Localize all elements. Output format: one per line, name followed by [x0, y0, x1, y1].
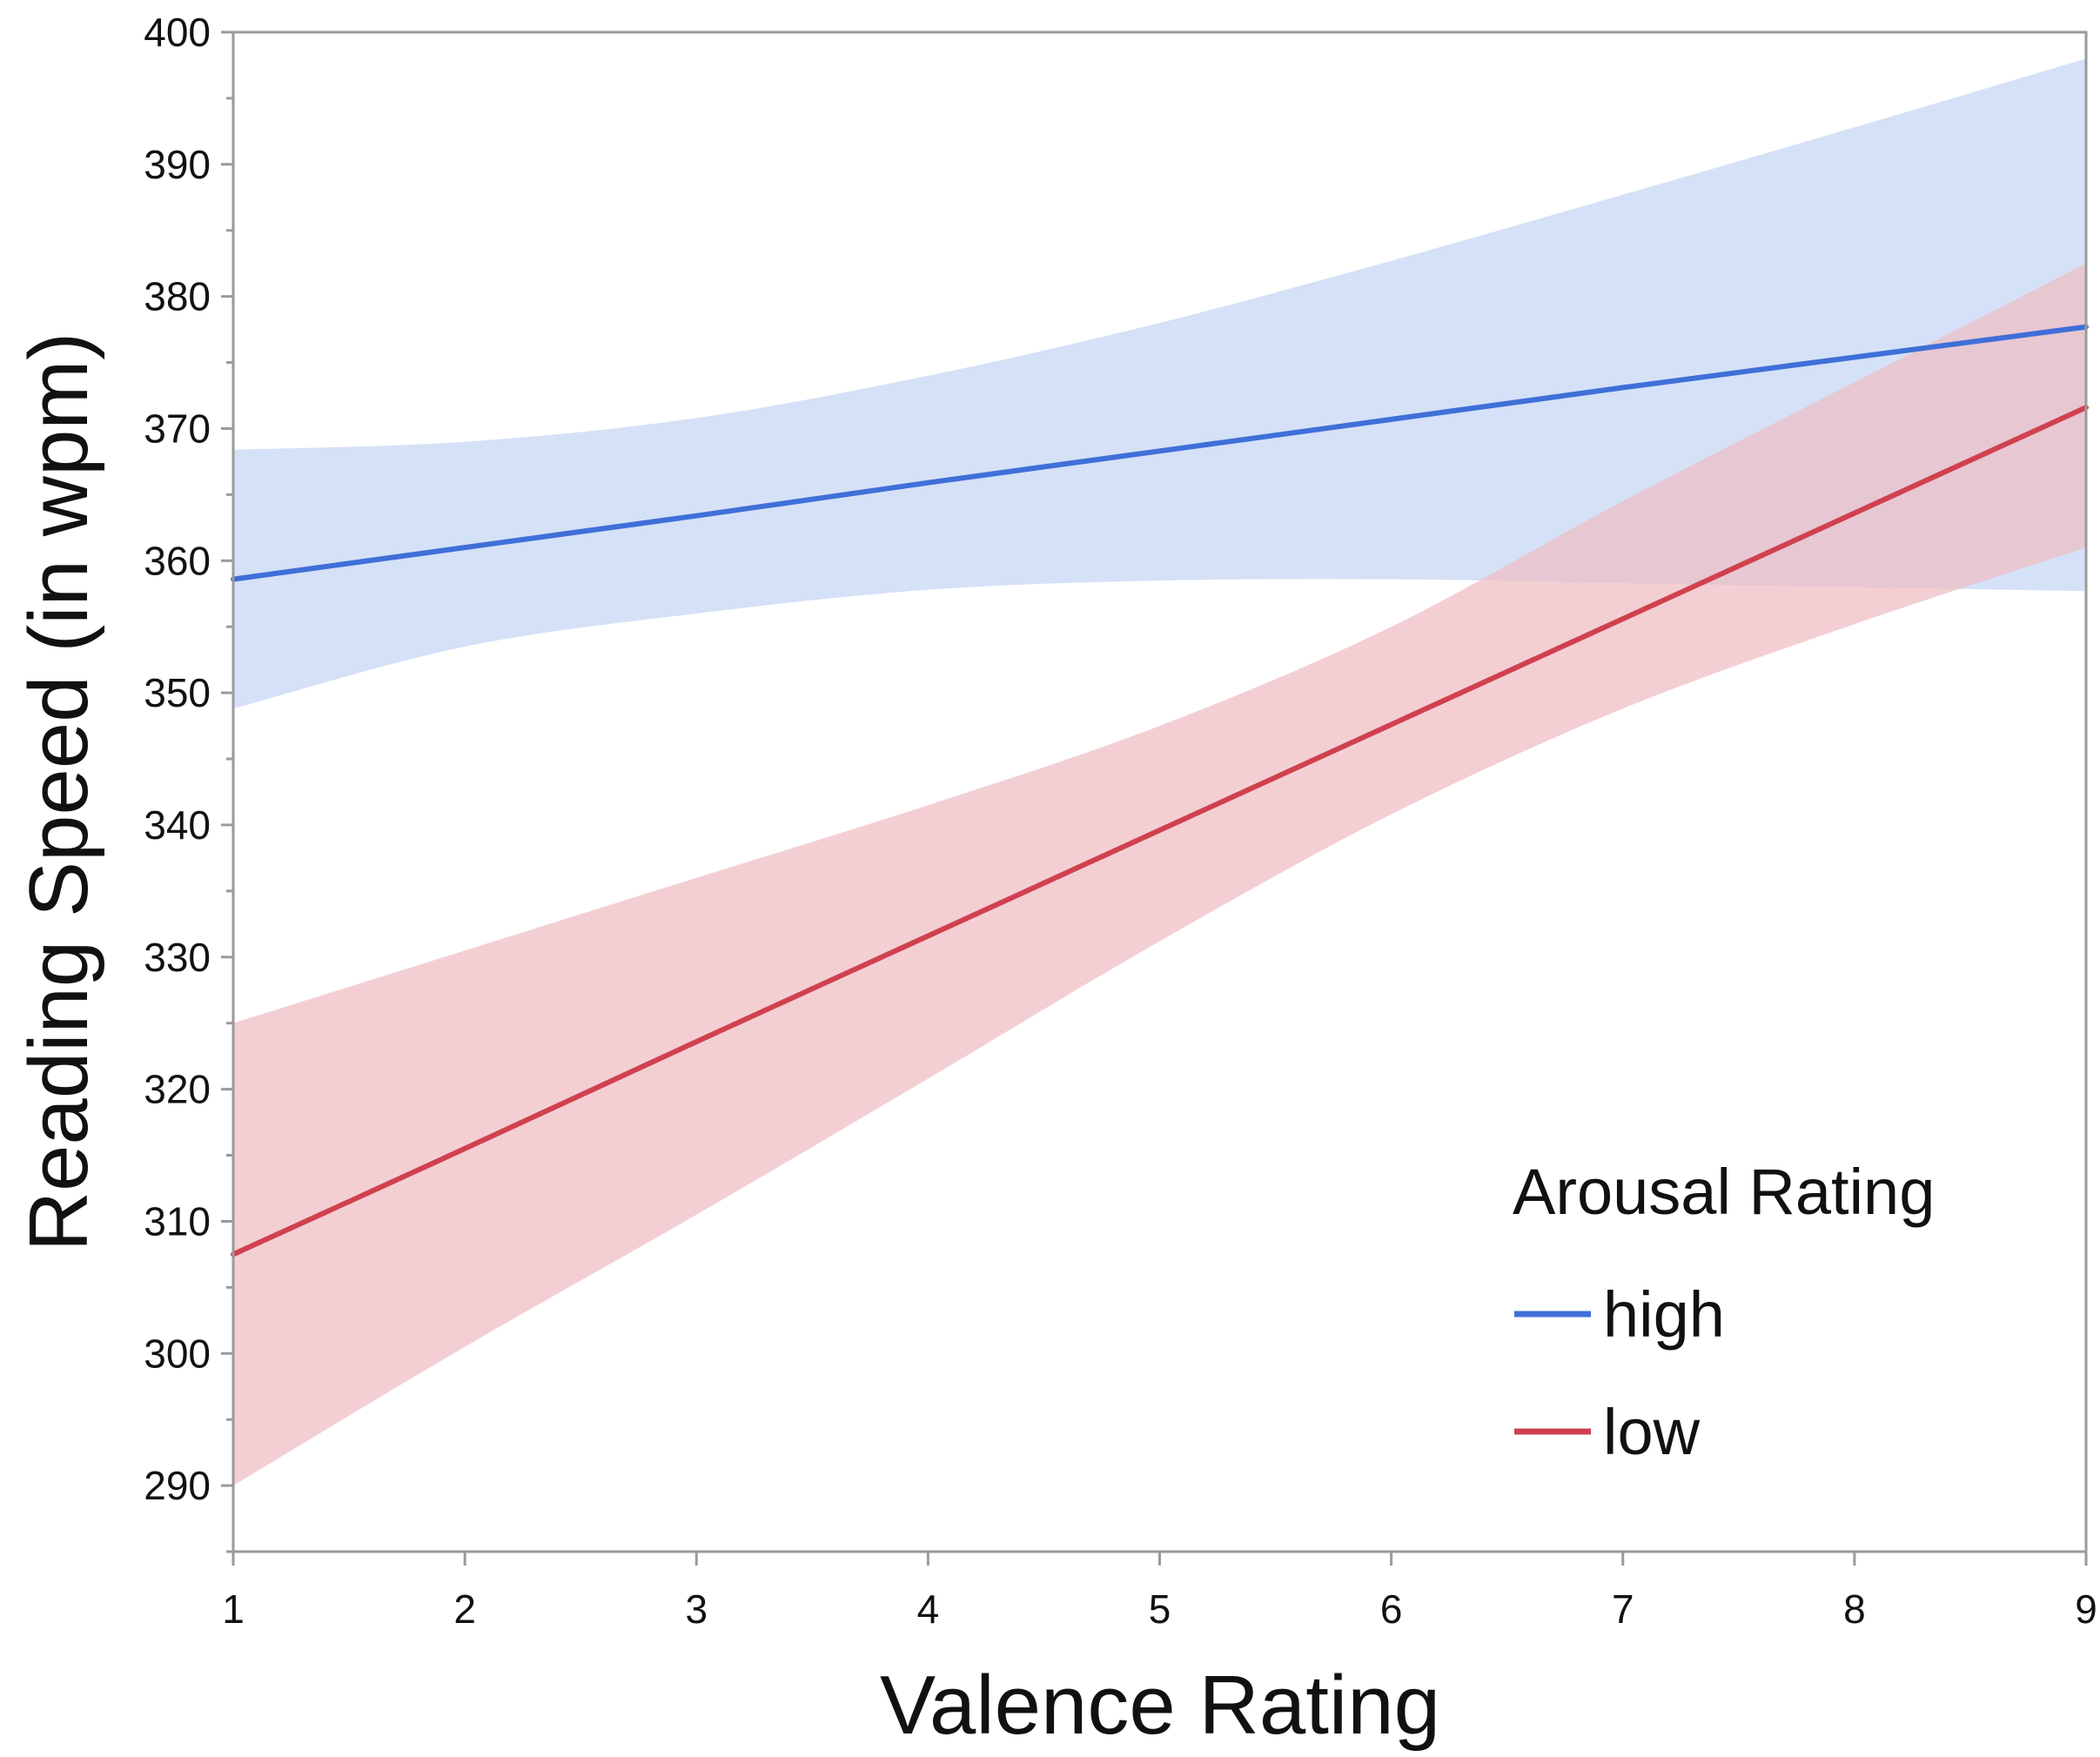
y-axis: 290 300 310 320 330 340 350 360 370 380 390 400 [144, 10, 233, 1553]
y-tick-label: 360 [144, 538, 211, 583]
confidence-bands [233, 58, 2086, 1486]
y-tick-label: 320 [144, 1067, 211, 1112]
x-tick-label: 2 [453, 1586, 476, 1632]
y-tick-label: 300 [144, 1331, 211, 1376]
y-tick-label: 340 [144, 802, 211, 848]
x-tick-label: 9 [2075, 1586, 2097, 1632]
x-tick-label: 1 [222, 1586, 245, 1632]
legend: Arousal Rating high low [1513, 1156, 1935, 1468]
series-line-high [231, 324, 2089, 582]
series-lines [231, 324, 2089, 1257]
x-axis-title: Valence Rating [880, 1659, 1440, 1752]
y-tick-label: 290 [144, 1463, 211, 1508]
y-tick-label: 390 [144, 142, 211, 187]
x-tick-label: 5 [1149, 1586, 1171, 1632]
y-axis-title: Reading Speed (in wpm) [12, 332, 105, 1252]
y-tick-label: 370 [144, 406, 211, 451]
x-tick-label: 4 [917, 1586, 940, 1632]
x-tick-label: 7 [1612, 1586, 1634, 1632]
x-tick-label: 8 [1843, 1586, 1866, 1632]
y-tick-label: 330 [144, 935, 211, 980]
x-tick-label: 3 [685, 1586, 708, 1632]
y-tick-label: 310 [144, 1198, 211, 1244]
y-tick-label: 380 [144, 274, 211, 319]
x-axis: 1 2 3 4 5 6 7 8 9 [222, 1552, 2097, 1632]
y-tick-label: 350 [144, 670, 211, 715]
series-line-low [231, 405, 2089, 1257]
confidence-band-low [233, 263, 2086, 1486]
legend-label-high: high [1603, 1278, 1725, 1351]
legend-label-low: low [1603, 1396, 1701, 1468]
x-tick-label: 6 [1380, 1586, 1403, 1632]
legend-title: Arousal Rating [1513, 1156, 1935, 1228]
y-tick-label: 400 [144, 10, 211, 55]
